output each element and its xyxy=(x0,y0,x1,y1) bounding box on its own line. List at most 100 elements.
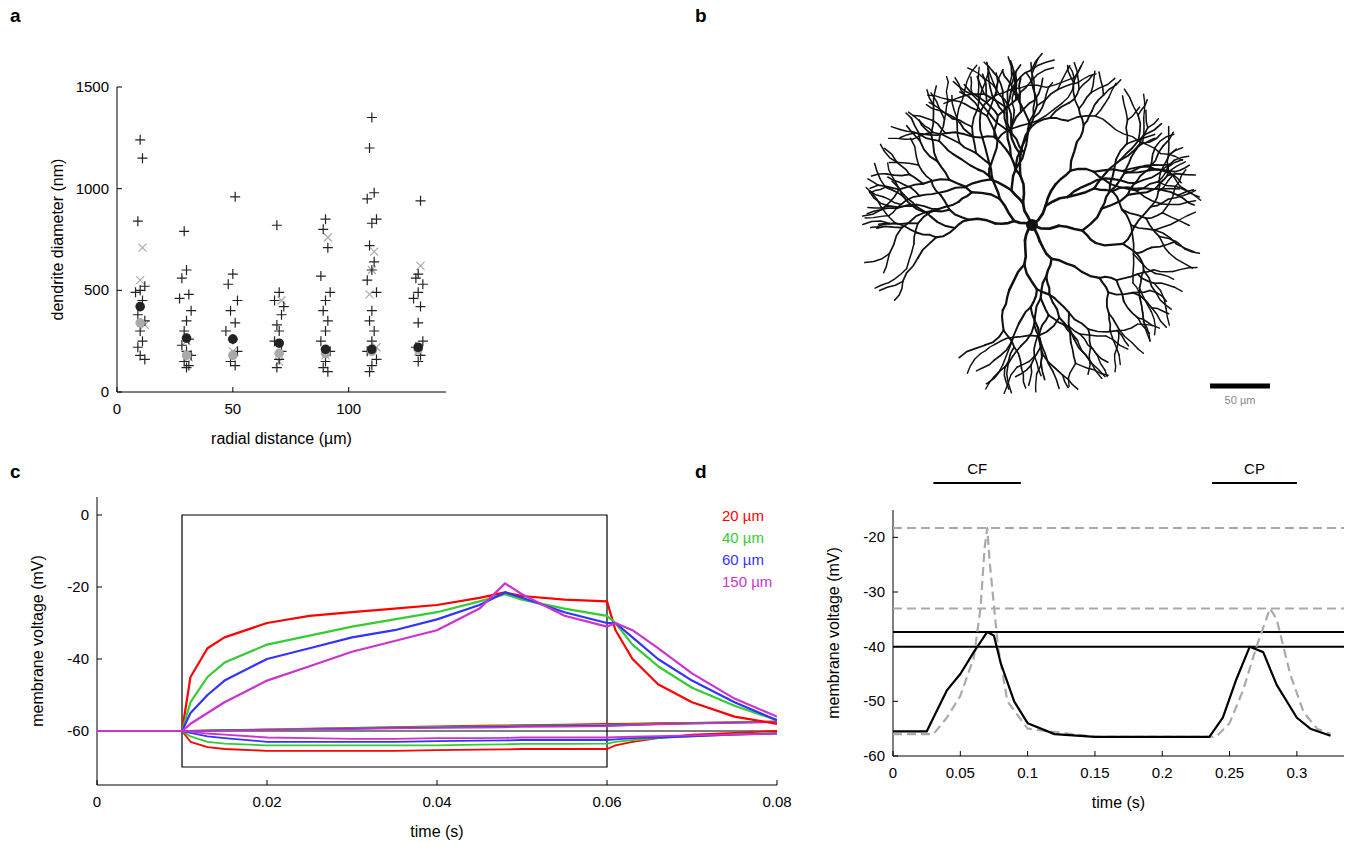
reference-line xyxy=(893,631,1344,633)
dendrite xyxy=(955,220,969,228)
dendrite xyxy=(870,185,878,188)
small-trace xyxy=(97,722,777,731)
dendrite xyxy=(1148,119,1159,128)
point-plus xyxy=(140,354,150,364)
dendrite xyxy=(954,154,979,169)
dendrite xyxy=(1106,160,1120,172)
dendrite xyxy=(1036,374,1037,392)
dendrite xyxy=(1146,218,1159,236)
period-bar xyxy=(933,482,1021,484)
dendrite xyxy=(1071,343,1076,364)
dendrite xyxy=(1004,368,1008,389)
dendrite xyxy=(1002,70,1011,85)
dendrite xyxy=(1124,89,1138,115)
point-circle xyxy=(228,334,238,344)
dendrite xyxy=(1069,313,1088,329)
dendrite xyxy=(1150,291,1167,302)
dendrite xyxy=(1126,120,1127,144)
dendrite xyxy=(1094,370,1108,376)
y-tick-label: -50 xyxy=(863,692,885,709)
dendrite xyxy=(917,205,939,210)
dendrite xyxy=(996,221,1015,224)
x-tick-label: 0.05 xyxy=(946,764,975,781)
dendrite xyxy=(1082,209,1101,231)
dendrite xyxy=(946,82,948,101)
y-tick-label: -20 xyxy=(863,528,885,545)
dendrite xyxy=(1079,93,1091,109)
point-circle xyxy=(413,342,423,352)
reference-line xyxy=(893,527,1344,529)
dendrite xyxy=(1104,80,1121,95)
dendrite xyxy=(1010,112,1021,130)
x-tick xyxy=(960,751,961,756)
dendrite xyxy=(1074,266,1099,278)
x-tick-label: 0.06 xyxy=(592,793,621,810)
dendrite xyxy=(983,74,987,103)
dendrite xyxy=(1120,144,1140,160)
x-tick xyxy=(607,780,608,785)
dendrite xyxy=(1117,331,1128,346)
dendrite xyxy=(865,216,889,219)
dendrite xyxy=(939,141,953,154)
dendrite xyxy=(985,330,1004,345)
dendrite xyxy=(888,177,905,185)
hyperpolarizing-trace xyxy=(97,731,777,739)
dendrite xyxy=(1111,184,1137,191)
y-tick xyxy=(117,188,122,189)
dendrite xyxy=(1088,329,1091,346)
dendrite xyxy=(1042,345,1054,372)
dendrite xyxy=(944,96,965,104)
point-plus xyxy=(274,326,284,336)
trace xyxy=(97,594,777,731)
dendrite xyxy=(989,164,993,180)
dendrite xyxy=(910,174,924,183)
dendrite xyxy=(1166,309,1169,325)
scale-bar-label: 50 µm xyxy=(1225,394,1256,406)
dendrite xyxy=(987,103,998,116)
trace xyxy=(893,528,1331,737)
x-tick-label: 0.02 xyxy=(252,793,281,810)
small-trace xyxy=(97,721,777,731)
dendrite xyxy=(1091,346,1108,362)
dendrite xyxy=(977,76,984,94)
y-tick-label: 1500 xyxy=(76,78,109,95)
dendrite xyxy=(1034,78,1042,100)
y-tick xyxy=(117,87,122,88)
y-tick-label: -30 xyxy=(863,583,885,600)
dendrite xyxy=(1099,72,1104,95)
dendrite xyxy=(1037,289,1054,298)
point-plus xyxy=(135,135,145,145)
point-plus xyxy=(228,269,238,279)
dendrite xyxy=(928,95,949,99)
dendrite xyxy=(1040,241,1052,258)
point-plus xyxy=(371,287,381,297)
point-cross xyxy=(324,233,332,241)
dendrite xyxy=(1003,91,1005,113)
point-plus xyxy=(316,271,326,281)
dendrite xyxy=(870,191,884,197)
dendrite xyxy=(1155,274,1174,280)
y-tick xyxy=(117,290,122,291)
dendrite xyxy=(1094,172,1106,188)
point-circle xyxy=(274,349,284,359)
dendrite xyxy=(914,223,918,244)
x-tick-label: 0.2 xyxy=(1152,764,1173,781)
dendrite xyxy=(1024,240,1026,264)
dendrite xyxy=(1031,118,1050,127)
x-axis-line xyxy=(117,392,446,393)
plot-area xyxy=(131,113,428,377)
dendrite xyxy=(1082,231,1096,244)
dendrite xyxy=(1050,118,1069,121)
point-plus xyxy=(137,336,147,346)
dendrite xyxy=(1084,111,1092,125)
dendrite xyxy=(1041,354,1045,380)
dendrite xyxy=(1031,289,1037,307)
point-plus xyxy=(367,113,377,123)
point-cross xyxy=(136,276,144,284)
point-plus xyxy=(226,306,236,316)
x-tick-label: 0.08 xyxy=(762,793,791,810)
point-plus xyxy=(182,316,192,326)
dendrite xyxy=(1100,277,1117,280)
dendrite xyxy=(1169,253,1192,268)
x-tick xyxy=(1229,751,1230,756)
